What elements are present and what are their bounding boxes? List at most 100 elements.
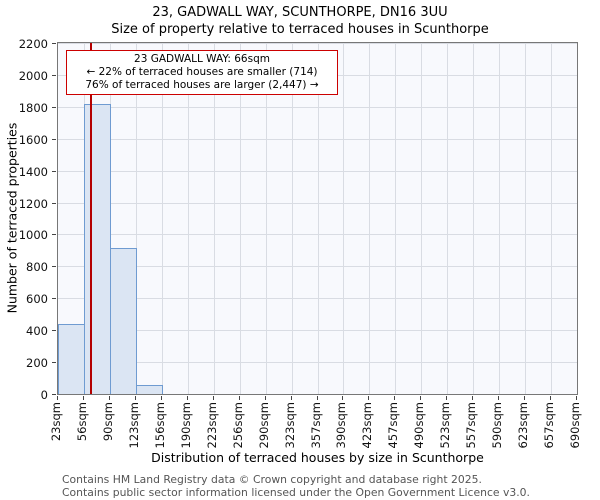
y-tick-label: 600 [26,292,48,307]
property-size-marker-line [90,43,93,394]
y-axis-ticks: 0 200 400 600 800 1000 1200 1400 1600 1800 2000 220… [0,37,57,402]
v-gridline [135,43,137,394]
y-tick-mark [52,234,56,236]
y-tick-label: 1000 [18,228,48,243]
x-tick-label: 390sqm [334,402,349,449]
histogram-bar [109,248,137,394]
v-gridline [317,43,319,394]
attribution-footer: Contains HM Land Registry data © Crown c… [62,473,530,500]
x-tick-mark [264,396,266,400]
x-tick-label: 657sqm [542,402,557,449]
plot-area: 23 GADWALL WAY: 66sqm ← 22% of terraced … [57,42,578,395]
x-tick-label: 56sqm [74,402,89,442]
x-tick-mark [212,396,214,400]
chart-title: 23, GADWALL WAY, SCUNTHORPE, DN16 3UU [152,5,448,20]
x-tick-mark [108,396,110,400]
x-tick-label: 223sqm [204,402,219,449]
v-gridline [291,43,293,394]
x-tick-mark [238,396,240,400]
histogram-bar [83,103,111,394]
x-tick-label: 323sqm [282,402,297,449]
x-tick-label: 90sqm [100,402,115,442]
x-tick-label: 290sqm [256,402,271,449]
x-tick-mark [342,396,344,400]
x-tick-mark [186,396,188,400]
x-tick-mark [316,396,318,400]
x-tick-label: 357sqm [308,402,323,449]
v-gridline [343,43,345,394]
y-tick-label: 800 [26,260,48,275]
annotation-line-1: 23 GADWALL WAY: 66sqm [134,53,270,65]
v-gridline [525,43,527,394]
x-tick-mark [472,396,474,400]
y-tick-label: 2000 [18,68,48,83]
v-gridline [395,43,397,394]
x-tick-mark [290,396,292,400]
x-tick-label: 523sqm [438,402,453,449]
y-tick-mark [52,266,56,268]
footer-line-2: Contains public sector information licen… [62,486,530,500]
x-tick-mark [82,396,84,400]
x-tick-mark [576,396,577,400]
x-tick-label: 623sqm [516,402,531,449]
v-gridline [447,43,449,394]
x-tick-mark [524,396,526,400]
y-tick-mark [52,202,56,204]
x-tick-label: 557sqm [464,402,479,449]
v-gridline [499,43,501,394]
x-tick-label: 590sqm [490,402,505,449]
y-tick-mark [52,106,56,108]
y-tick-label: 1800 [18,100,48,115]
x-tick-mark [446,396,448,400]
y-tick-mark [52,138,56,140]
y-tick-mark [52,298,56,300]
footer-line-1: Contains HM Land Registry data © Crown c… [62,473,482,486]
x-axis-ticks: 23sqm 56sqm 90sqm 123sqm 156sqm 190sqm 223sqm 2… [49,396,582,449]
x-tick-mark [394,396,396,400]
annotation-line-3: 76% of terraced houses are larger (2,447… [85,78,319,91]
y-tick-label: 1200 [18,196,48,211]
v-gridline [421,43,423,394]
x-tick-mark [160,396,162,400]
y-tick-mark [52,394,56,395]
x-tick-mark [368,396,370,400]
v-gridline [551,43,553,394]
x-tick-mark [57,396,58,400]
y-tick-mark [52,170,56,172]
x-tick-mark [134,396,136,400]
x-tick-label: 423sqm [360,402,375,449]
x-axis-label: Distribution of terraced houses by size … [151,450,484,465]
y-tick-label: 0 [40,388,48,402]
y-tick-label: 1400 [18,164,48,179]
v-gridline [473,43,475,394]
x-tick-mark [498,396,500,400]
v-gridline [265,43,267,394]
x-tick-label: 256sqm [230,402,245,449]
v-gridline [213,43,215,394]
x-tick-mark [550,396,552,400]
x-tick-mark [420,396,422,400]
v-gridline [239,43,241,394]
y-tick-label: 2200 [18,37,48,51]
chart-subtitle: Size of property relative to terraced ho… [111,22,489,37]
x-tick-label: 156sqm [152,402,167,449]
x-tick-label: 457sqm [386,402,401,449]
y-tick-mark [52,362,56,364]
x-tick-label: 123sqm [126,402,141,449]
histogram-bar [58,323,85,394]
annotation-line-2: ← 22% of terraced houses are smaller (71… [86,65,318,78]
x-tick-label: 490sqm [412,402,427,449]
y-tick-label: 200 [26,356,48,371]
v-gridline [161,43,163,394]
histogram-bar [135,385,163,394]
x-tick-label: 23sqm [49,402,63,442]
marker-annotation: 23 GADWALL WAY: 66sqm ← 22% of terraced … [66,50,338,96]
y-tick-mark [52,74,56,76]
x-tick-label: 190sqm [178,402,193,449]
v-gridline [187,43,189,394]
y-tick-label: 400 [26,324,48,339]
y-tick-mark [52,330,56,332]
x-tick-label: 690sqm [568,402,582,449]
y-tick-label: 1600 [18,132,48,147]
